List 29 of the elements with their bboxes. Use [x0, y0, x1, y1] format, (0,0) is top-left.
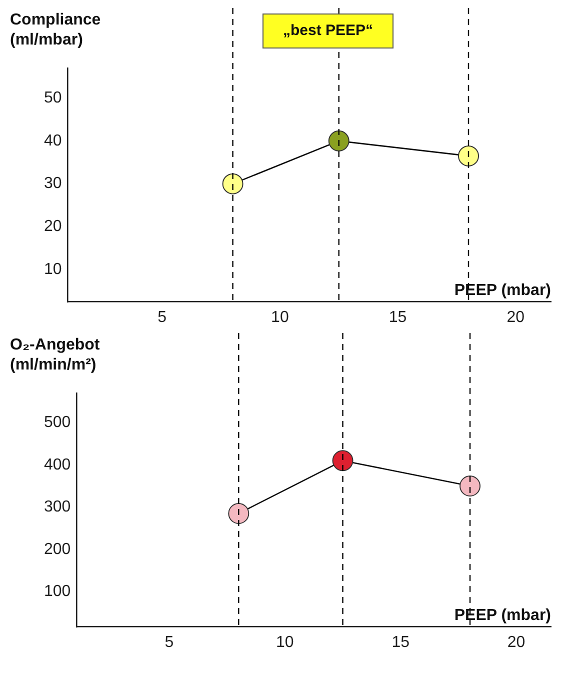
- x-tick-label: 15: [388, 308, 407, 326]
- y-tick-label: 20: [44, 218, 62, 236]
- y-axis-title: Compliance (ml/mbar): [10, 11, 101, 48]
- point: [222, 173, 244, 194]
- chart-title: „best PEEP“: [282, 22, 374, 40]
- x-tick-label: 5: [164, 634, 174, 651]
- y-tick-label: 30: [44, 175, 62, 192]
- point: [460, 476, 481, 497]
- x-tick-label: 20: [506, 308, 525, 326]
- y-tick-label: 40: [44, 132, 62, 150]
- y-tick-label: 500: [44, 414, 71, 431]
- y-tick-label: 200: [44, 540, 71, 558]
- y-tick-label: 50: [44, 89, 62, 106]
- x-tick-label: 10: [276, 634, 294, 651]
- y-tick-label: 100: [44, 583, 71, 600]
- y-tick-label: 400: [44, 456, 71, 474]
- point: [228, 502, 250, 524]
- x-axis-title: PEEP (mbar): [454, 282, 551, 300]
- y-tick-label: 300: [44, 498, 71, 516]
- y-axis-title: O₂-Angebot (ml/min/m²): [10, 336, 100, 374]
- point: [332, 450, 354, 472]
- point: [328, 130, 350, 152]
- x-tick-label: 15: [392, 634, 410, 651]
- x-axis-title: PEEP (mbar): [454, 607, 551, 624]
- x-tick-label: 10: [271, 308, 289, 326]
- point: [458, 145, 479, 166]
- x-tick-label: 20: [507, 634, 526, 651]
- y-tick-label: 10: [44, 261, 62, 278]
- x-tick-label: 5: [158, 308, 167, 326]
